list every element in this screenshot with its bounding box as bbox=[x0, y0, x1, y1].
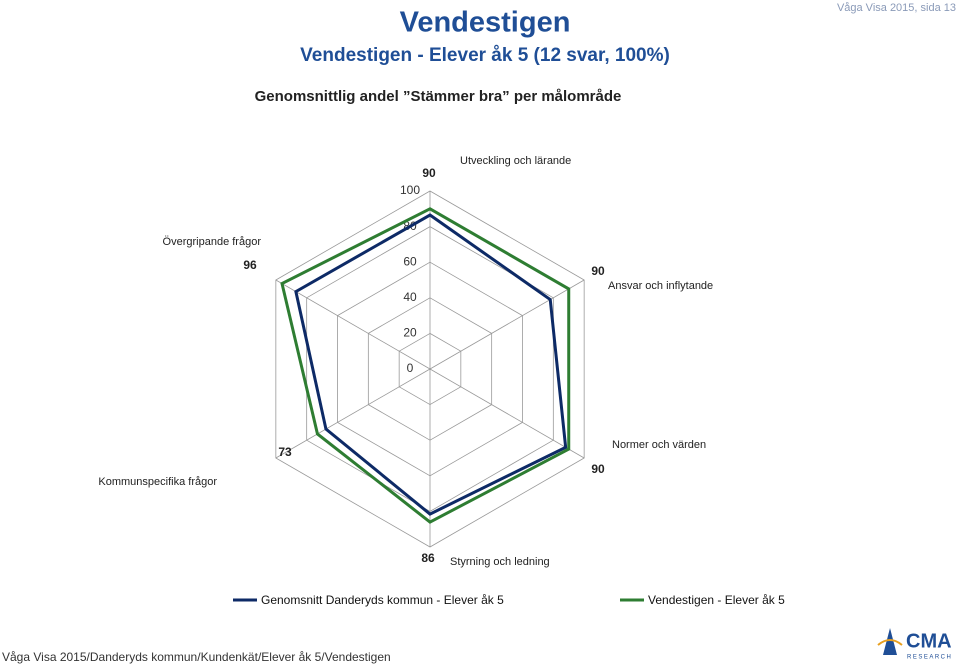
r-tick-label: 100 bbox=[400, 183, 420, 197]
spoke bbox=[275, 368, 431, 459]
logo-text: CMA bbox=[906, 630, 952, 652]
r-tick-label: 60 bbox=[403, 254, 417, 268]
value-label: 90 bbox=[591, 462, 605, 476]
spoke bbox=[275, 279, 431, 370]
spoke bbox=[429, 368, 585, 459]
legend-label: Genomsnitt Danderyds kommun - Elever åk … bbox=[261, 593, 504, 607]
category-label: Kommunspecifika frågor bbox=[98, 476, 217, 488]
value-label: 73 bbox=[278, 445, 292, 459]
logo-icon bbox=[877, 639, 903, 646]
chart-title: Genomsnittlig andel ”Stämmer bra” per må… bbox=[255, 88, 622, 105]
legend-label: Vendestigen - Elever åk 5 bbox=[648, 593, 785, 607]
subtitle: Vendestigen - Elever åk 5 (12 svar, 100%… bbox=[300, 45, 670, 66]
series-line bbox=[280, 207, 571, 524]
value-label: 86 bbox=[421, 551, 435, 565]
r-tick-label: 0 bbox=[407, 361, 414, 375]
category-label: Utveckling och lärande bbox=[460, 155, 571, 167]
footer-path: Våga Visa 2015/Danderyds kommun/Kundenkä… bbox=[2, 650, 391, 664]
spoke bbox=[429, 279, 585, 370]
value-label: 96 bbox=[243, 258, 257, 272]
series-line bbox=[294, 213, 568, 516]
page-title: Vendestigen bbox=[400, 7, 571, 39]
r-tick-label: 20 bbox=[403, 326, 417, 340]
logo: CMA RESEARCH bbox=[877, 628, 952, 661]
category-label: Ansvar och inflytande bbox=[608, 280, 713, 292]
value-label: 90 bbox=[422, 166, 436, 180]
logo-sub: RESEARCH bbox=[907, 655, 952, 661]
page-ref: Våga Visa 2015, sida 13 bbox=[837, 2, 956, 14]
value-label: 90 bbox=[591, 264, 605, 278]
category-label: Övergripande frågor bbox=[163, 236, 262, 248]
category-label: Styrning och ledning bbox=[450, 556, 550, 568]
logo-icon bbox=[883, 628, 897, 655]
r-tick-label: 40 bbox=[403, 290, 417, 304]
category-label: Normer och värden bbox=[612, 439, 706, 451]
